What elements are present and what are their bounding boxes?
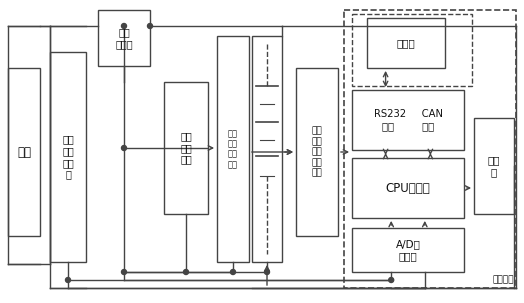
Circle shape xyxy=(147,24,152,28)
Bar xyxy=(352,158,464,218)
Bar xyxy=(352,228,464,272)
Bar xyxy=(8,68,40,236)
Text: A/D转
换单元: A/D转 换单元 xyxy=(396,239,420,261)
Text: CPU处理器: CPU处理器 xyxy=(386,181,430,195)
Text: 单体
电池
数据
采集
模块: 单体 电池 数据 采集 模块 xyxy=(312,127,322,177)
Text: 负载: 负载 xyxy=(17,145,31,158)
Bar xyxy=(217,36,249,262)
Bar xyxy=(98,10,150,66)
Text: 均衡
器: 均衡 器 xyxy=(488,155,500,177)
Circle shape xyxy=(389,278,394,282)
Text: RS232     CAN
接口         接口: RS232 CAN 接口 接口 xyxy=(374,109,442,131)
Text: 测控单元: 测控单元 xyxy=(493,275,514,284)
Text: 电流
传感器: 电流 传感器 xyxy=(115,27,133,49)
Text: 触摸屏: 触摸屏 xyxy=(397,38,416,48)
Bar xyxy=(252,36,282,262)
Circle shape xyxy=(122,145,126,151)
Circle shape xyxy=(183,269,189,275)
Bar xyxy=(296,68,338,236)
Text: 环境
温度
传感
器: 环境 温度 传感 器 xyxy=(62,135,74,179)
Bar xyxy=(164,82,208,214)
Circle shape xyxy=(66,278,71,282)
Bar xyxy=(474,118,514,214)
Circle shape xyxy=(122,24,126,28)
Text: 电池
组温
度传
感器: 电池 组温 度传 感器 xyxy=(228,129,238,169)
Circle shape xyxy=(122,269,126,275)
Bar xyxy=(367,18,445,68)
Circle shape xyxy=(265,269,269,275)
Bar xyxy=(352,90,464,150)
Bar xyxy=(344,10,516,288)
Circle shape xyxy=(231,269,235,275)
Text: 电压
检测
电路: 电压 检测 电路 xyxy=(180,132,192,165)
Bar xyxy=(352,14,472,86)
Bar xyxy=(50,52,86,262)
